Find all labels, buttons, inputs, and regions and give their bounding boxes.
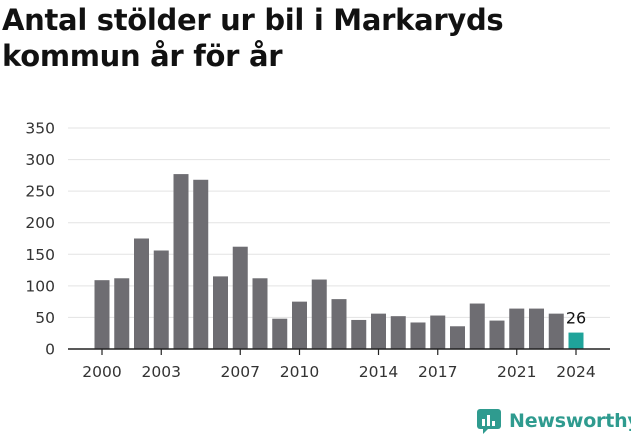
bar [94, 280, 110, 349]
y-tick-label: 300 [25, 151, 55, 169]
bar [153, 250, 169, 349]
x-tick-label: 2000 [82, 363, 121, 381]
bar [173, 174, 189, 349]
bar [351, 319, 367, 349]
x-tick-label: 2024 [556, 363, 595, 381]
labels: 0 50 100 150 200 250 300 350 26 2000 2003 2007 2010 2… [25, 120, 595, 382]
x-tick-label: 2007 [221, 363, 260, 381]
bar [450, 326, 465, 349]
y-tick-label: 100 [25, 277, 55, 295]
newsworthy-logo-icon [477, 409, 501, 434]
y-tick-label: 150 [25, 246, 55, 264]
gridlines [68, 127, 610, 318]
bar [311, 279, 327, 349]
bar [331, 299, 347, 349]
chart-title: Antal stölder ur bil i Markaryds kommun … [2, 3, 504, 73]
newsworthy-brand: Newsworthy [476, 408, 631, 434]
bar [272, 318, 288, 349]
x-tick-label: 2010 [280, 363, 319, 381]
bar [193, 179, 209, 349]
bar [213, 276, 228, 349]
bar-highlight [568, 332, 584, 349]
bar [489, 320, 505, 349]
bar [232, 246, 248, 349]
axes [68, 348, 610, 355]
bar [371, 313, 386, 349]
bar [292, 301, 307, 349]
bar [529, 308, 544, 349]
bar [469, 303, 485, 349]
x-tick-label: 2003 [142, 363, 181, 381]
x-tick-label: 2021 [497, 363, 536, 381]
brand-name: Newsworthy [509, 410, 631, 432]
y-tick-label: 0 [45, 341, 55, 359]
x-tick-label: 2017 [418, 363, 457, 381]
bar [548, 313, 564, 349]
y-tick-label: 50 [35, 309, 55, 327]
x-tick-label: 2014 [359, 363, 398, 381]
bars [94, 174, 584, 349]
bar [410, 322, 426, 349]
bar [134, 238, 149, 349]
bar [509, 308, 525, 349]
y-tick-label: 250 [25, 183, 55, 201]
bar [390, 316, 406, 349]
data-label: 26 [566, 309, 586, 328]
bar [114, 278, 130, 349]
y-tick-label: 350 [25, 120, 55, 138]
bar [430, 315, 446, 349]
y-tick-label: 200 [25, 214, 55, 232]
bar [252, 278, 268, 349]
